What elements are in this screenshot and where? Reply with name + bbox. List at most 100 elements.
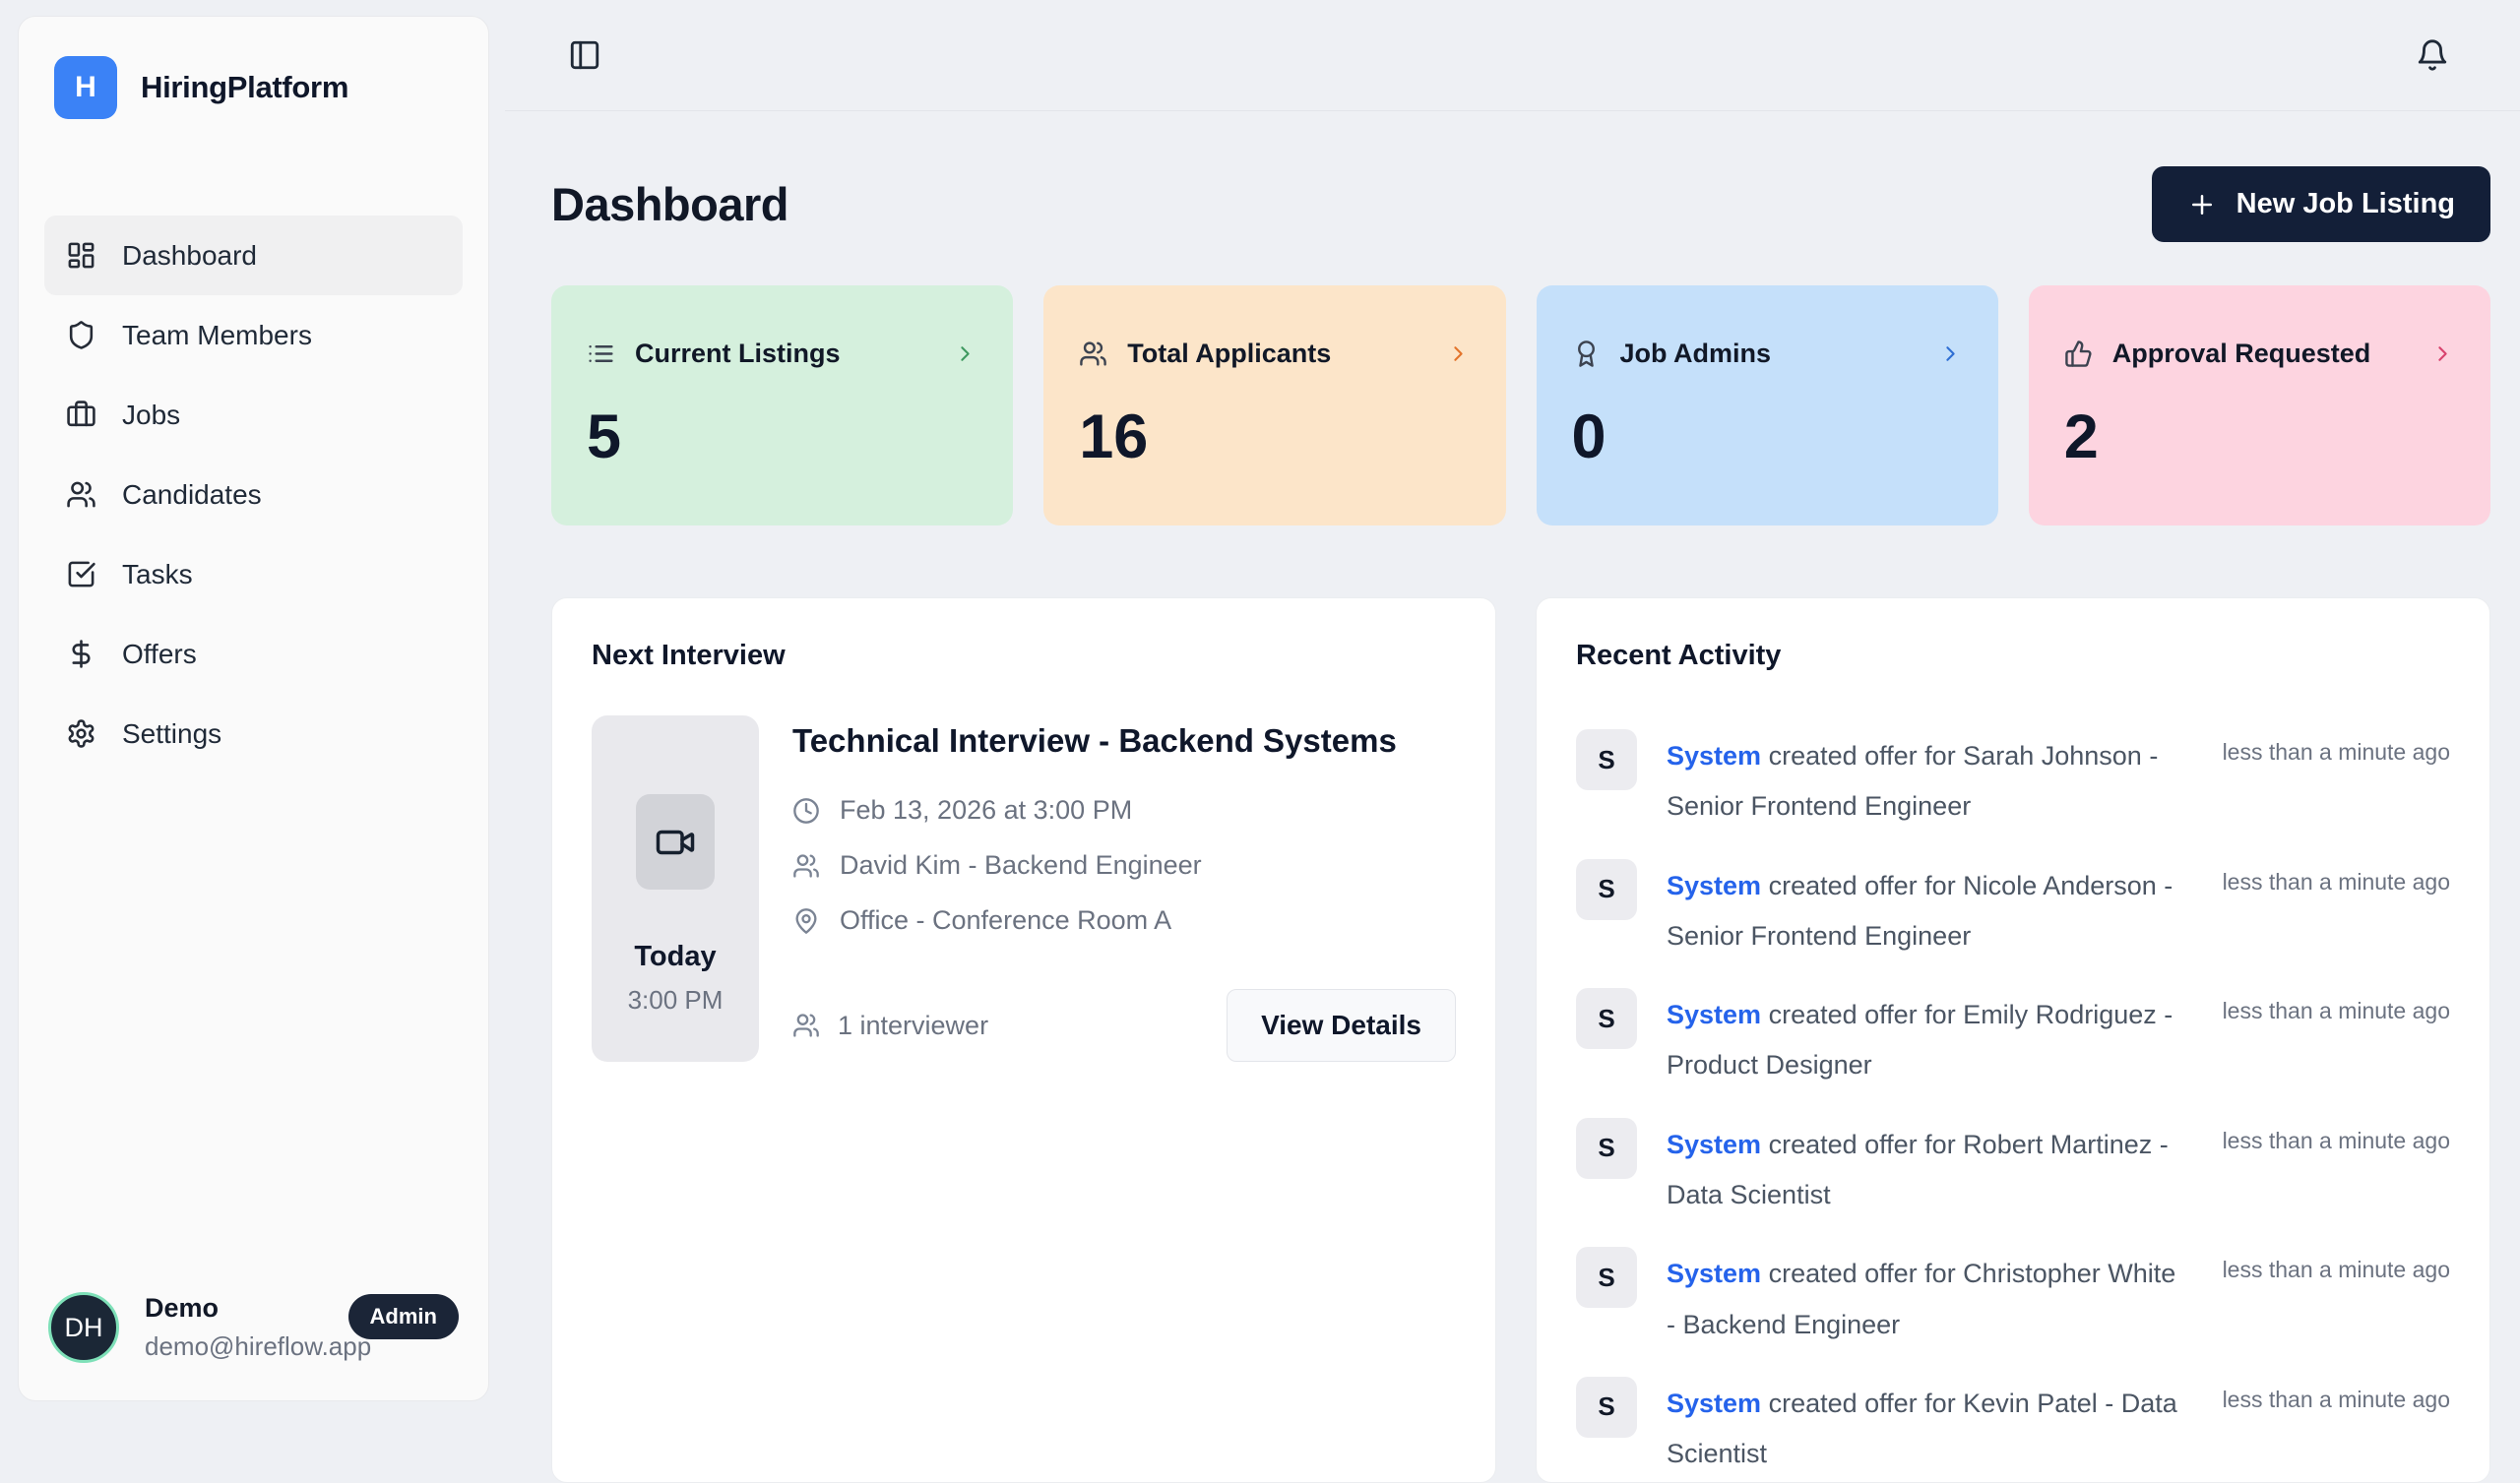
activity-avatar: S <box>1576 1376 1637 1438</box>
recent-activity-panel: Recent Activity S System created offer f… <box>1536 597 2490 1483</box>
chevron-right-icon <box>1946 346 1955 361</box>
content: Dashboard New Job Listing Current Listin… <box>505 111 2520 1483</box>
activity-description: created offer for Emily Rodriguez - Prod… <box>1667 1000 2174 1081</box>
role-badge: Admin <box>347 1294 459 1339</box>
activity-actor-link[interactable]: System <box>1667 1259 1762 1289</box>
interview-content: Technical Interview - Backend Systems Fe… <box>792 715 1456 1063</box>
sidebar-item-offers[interactable]: Offers <box>44 614 463 694</box>
briefcase-icon <box>67 401 95 427</box>
stat-card-current-listings[interactable]: Current Listings 5 <box>551 285 1014 525</box>
activity-avatar: S <box>1576 729 1637 790</box>
activity-actor-link[interactable]: System <box>1667 741 1762 771</box>
activity-item: S System created offer for Kevin Patel -… <box>1576 1376 2450 1480</box>
activity-actor-link[interactable]: System <box>1667 1000 1762 1030</box>
interview-datetime: Feb 13, 2026 at 3:00 PM <box>840 795 1133 826</box>
users-icon <box>67 481 95 508</box>
sidebar-item-label: Dashboard <box>122 239 257 271</box>
activity-description: created offer for Robert Martinez - Data… <box>1667 1129 2169 1210</box>
interview-item: Today 3:00 PM Technical Interview - Back… <box>592 715 1456 1063</box>
stat-card-total-applicants[interactable]: Total Applicants 16 <box>1043 285 1506 525</box>
sidebar-item-label: Settings <box>122 717 222 749</box>
interviewer-count-label: 1 interviewer <box>838 1010 989 1040</box>
activity-description: created offer for Nicole Anderson - Seni… <box>1667 870 2174 951</box>
gear-icon <box>68 719 94 748</box>
interview-meta: Feb 13, 2026 at 3:00 PM David Kim - Back… <box>792 795 1456 936</box>
activity-timestamp: less than a minute ago <box>2222 1127 2450 1153</box>
users-icon <box>793 853 819 878</box>
app-name: HiringPlatform <box>141 70 349 104</box>
view-details-button[interactable]: View Details <box>1227 989 1456 1063</box>
sidebar-item-label: Jobs <box>122 399 181 430</box>
interview-datetime-row: Feb 13, 2026 at 3:00 PM <box>792 795 1456 826</box>
activity-actor-link[interactable]: System <box>1667 1129 1762 1159</box>
activity-actor-link[interactable]: System <box>1667 1388 1762 1418</box>
interview-footer: 1 interviewer View Details <box>792 989 1456 1063</box>
thumbs-up-icon <box>2064 340 2092 367</box>
stats-row: Current Listings 5 Total Applicants 16 J… <box>551 285 2490 525</box>
stat-card-job-admins[interactable]: Job Admins 0 <box>1536 285 1998 525</box>
page-title: Dashboard <box>551 178 789 230</box>
stat-label: Job Admins <box>1619 339 1772 368</box>
new-job-listing-label: New Job Listing <box>2236 188 2455 219</box>
next-interview-title: Next Interview <box>592 640 786 671</box>
chevron-right-icon <box>961 346 970 361</box>
activity-description: created offer for Christopher White - Ba… <box>1667 1259 2176 1339</box>
activity-item: S System created offer for Nicole Anders… <box>1576 858 2450 962</box>
sidebar-item-label: Offers <box>122 638 197 669</box>
sidebar-item-dashboard[interactable]: Dashboard <box>44 216 463 295</box>
interviewer-count: 1 interviewer <box>792 1011 988 1041</box>
user-name: Demo <box>145 1293 220 1323</box>
new-job-listing-button[interactable]: New Job Listing <box>2151 166 2490 242</box>
interview-person-row: David Kim - Backend Engineer <box>792 850 1456 881</box>
stat-value: 0 <box>1571 402 1606 471</box>
video-camera-icon <box>656 830 695 854</box>
sidebar-item-jobs[interactable]: Jobs <box>44 375 463 455</box>
stat-card-approval-requested[interactable]: Approval Requested 2 <box>2028 285 2490 525</box>
sidebar-item-team-members[interactable]: Team Members <box>44 295 463 375</box>
activity-timestamp: less than a minute ago <box>2222 868 2450 895</box>
recent-activity-title: Recent Activity <box>1576 640 1782 671</box>
interview-person: David Kim - Backend Engineer <box>840 850 1202 881</box>
interview-location-row: Office - Conference Room A <box>792 905 1456 936</box>
title-row: Dashboard New Job Listing <box>551 166 2490 242</box>
sidebar-item-candidates[interactable]: Candidates <box>44 455 463 534</box>
stat-label: Current Listings <box>635 339 841 368</box>
stat-value: 5 <box>587 402 622 471</box>
sidebar-item-tasks[interactable]: Tasks <box>44 534 463 614</box>
users-icon <box>1080 341 1107 366</box>
activity-text: System created offer for Robert Martinez… <box>1667 1120 2178 1221</box>
stat-card-header: Approval Requested <box>2064 339 2455 369</box>
user-profile[interactable]: DH Demo demo@hireflow.app Admin <box>48 1292 459 1363</box>
sidebar: H HiringPlatform Dashboard Team Members … <box>18 16 489 1401</box>
interview-day: Today <box>634 941 717 972</box>
activity-item: S System created offer for Sarah Johnson… <box>1576 729 2450 833</box>
activity-actor-link[interactable]: System <box>1667 870 1762 900</box>
app-logo: H HiringPlatform <box>44 44 463 131</box>
bottom-panels: Next Interview Today 3:00 PM Technical I… <box>551 597 2490 1483</box>
sidebar-item-settings[interactable]: Settings <box>44 694 463 773</box>
clock-icon <box>793 797 819 824</box>
list-icon <box>589 345 613 362</box>
avatar: DH <box>48 1292 119 1363</box>
bell-icon <box>2418 39 2447 71</box>
notifications-button[interactable] <box>2416 38 2449 72</box>
stat-value: 2 <box>2063 402 2099 471</box>
user-email: demo@hireflow.app <box>145 1331 372 1361</box>
activity-item: S System created offer for Robert Martin… <box>1576 1117 2450 1221</box>
activity-timestamp: less than a minute ago <box>2222 1386 2450 1412</box>
panel-left-icon <box>570 40 599 70</box>
topbar <box>505 0 2520 111</box>
activity-list: S System created offer for Sarah Johnson… <box>1576 729 2450 1480</box>
activity-avatar: S <box>1576 1247 1637 1309</box>
activity-text: System created offer for Nicole Anderson… <box>1667 861 2178 962</box>
activity-item: S System created offer for Christopher W… <box>1576 1247 2450 1350</box>
sidebar-toggle-button[interactable] <box>568 38 601 72</box>
sidebar-item-label: Tasks <box>122 558 193 589</box>
stat-card-header: Total Applicants <box>1079 339 1470 369</box>
interview-location: Office - Conference Room A <box>840 905 1172 936</box>
chevron-right-icon <box>1453 346 1463 361</box>
stat-value: 16 <box>1079 402 1149 471</box>
dollar-icon <box>72 640 91 668</box>
map-pin-icon <box>795 907 817 934</box>
users-icon <box>793 1014 819 1037</box>
